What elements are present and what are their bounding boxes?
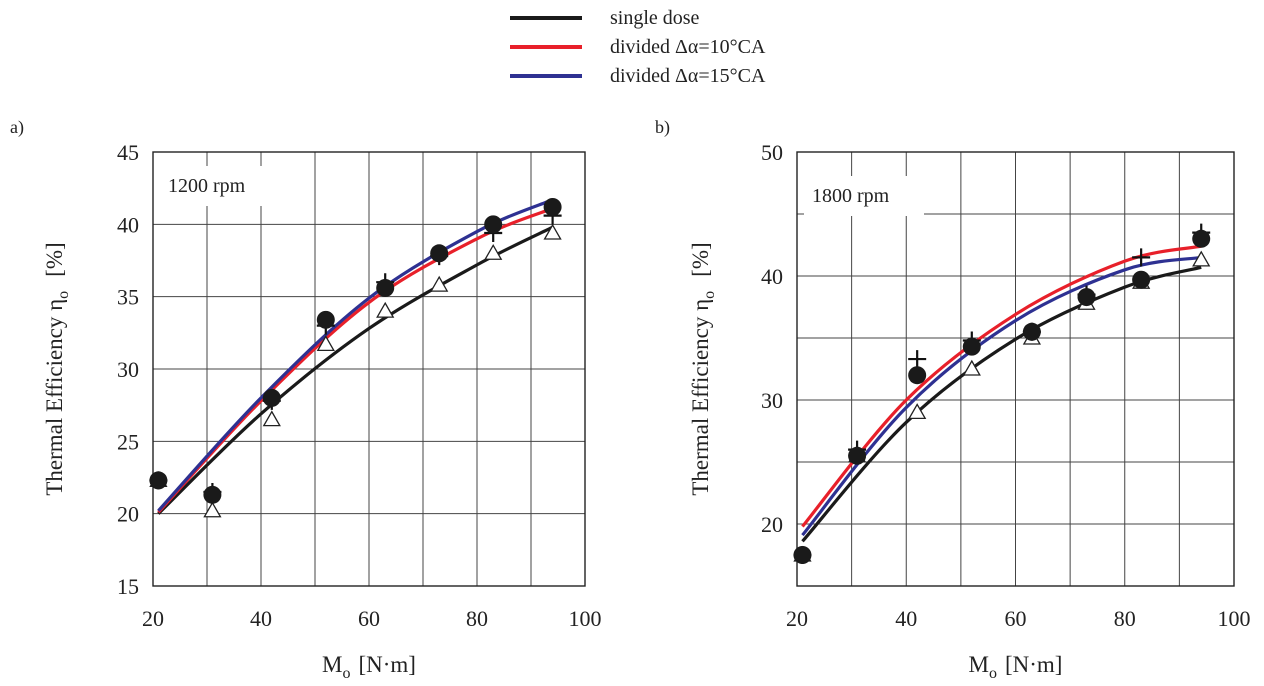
y-tick-label: 30	[117, 357, 139, 382]
x-axis-label-main: M	[322, 652, 342, 677]
grid	[796, 151, 1235, 587]
series-markers	[149, 206, 562, 501]
series-fit-line	[801, 265, 1202, 543]
annotation-text: 1800 rpm	[812, 185, 890, 207]
y-axis-label-main: Thermal Efficiency η	[688, 299, 713, 496]
legend-entry: divided Δα=10°CA	[510, 36, 766, 58]
data-point-triangle	[1192, 250, 1211, 267]
data-point-plus	[1132, 248, 1151, 267]
y-tick-label: 35	[117, 285, 139, 310]
data-point-triangle	[203, 501, 222, 518]
x-axis-label-main: M	[969, 652, 989, 677]
y-tick-label: 15	[117, 574, 139, 599]
plot-frame	[796, 151, 1235, 587]
legend-entry: divided Δα=15°CA	[510, 65, 766, 87]
data-point-triangle	[484, 243, 503, 260]
x-tick-label: 20	[786, 606, 808, 631]
rpm-annotation: 1800 rpm	[804, 176, 924, 216]
data-point-triangle	[376, 301, 395, 318]
series-markers	[793, 229, 1211, 564]
legend: single dose divided Δα=10°CA divided Δα=15…	[510, 7, 766, 87]
data-point-circle	[316, 310, 335, 329]
annotation-background	[160, 166, 280, 206]
data-point-circle	[262, 388, 281, 407]
data-point-triangle	[262, 410, 281, 427]
legend-label: divided Δα=10°CA	[610, 36, 766, 58]
legend-entry: single dose	[510, 7, 700, 29]
y-tick-label: 20	[761, 512, 783, 537]
y-tick-label: 40	[761, 264, 783, 289]
series-fit-line	[801, 255, 1202, 537]
series-fit-line	[157, 225, 554, 515]
data-point-circle	[1192, 229, 1211, 248]
plot-frame	[152, 151, 586, 587]
data-point-triangle	[543, 223, 562, 240]
data-point-circle	[430, 244, 449, 263]
x-axis-label: Mo [N·m]	[969, 652, 1063, 682]
panel-label: b)	[655, 117, 670, 138]
data-point-circle	[793, 546, 812, 564]
x-axis-label-sub: o	[989, 665, 997, 682]
data-point-circle	[376, 278, 395, 297]
data-point-circle	[203, 485, 222, 504]
x-axis-label-unit: [N·m]	[358, 652, 415, 677]
annotation-text: 1200 rpm	[168, 175, 246, 197]
x-tick-label: 40	[895, 606, 917, 631]
x-axis-label: Mo [N·m]	[322, 652, 416, 682]
x-tick-label: 100	[1218, 606, 1251, 631]
grid	[152, 151, 586, 587]
series-markers	[149, 197, 562, 504]
data-point-plus	[908, 350, 927, 369]
data-point-circle	[1132, 270, 1151, 289]
x-tick-label: 60	[358, 606, 380, 631]
x-axis-label-unit: [N·m]	[1005, 652, 1062, 677]
data-point-circle	[908, 366, 927, 385]
rpm-annotation: 1200 rpm	[160, 166, 280, 206]
annotation-background	[804, 176, 924, 216]
y-tick-label: 25	[117, 429, 139, 454]
data-point-circle	[543, 197, 562, 216]
y-tick-label: 40	[117, 212, 139, 237]
y-axis-label: Thermal Efficiency ηo [%]	[688, 242, 718, 495]
y-tick-label: 50	[761, 140, 783, 165]
series-markers	[793, 250, 1211, 562]
x-tick-label: 100	[569, 606, 602, 631]
y-tick-label: 20	[117, 502, 139, 527]
legend-label: divided Δα=15°CA	[610, 65, 766, 87]
y-axis-label-sub: o	[55, 291, 72, 299]
x-tick-label: 40	[250, 606, 272, 631]
data-point-circle	[962, 337, 981, 356]
y-axis-label-unit: [%]	[42, 242, 67, 276]
data-point-circle	[149, 471, 168, 490]
data-point-circle	[484, 215, 503, 234]
data-point-triangle	[316, 335, 335, 352]
series-markers	[149, 223, 562, 518]
y-tick-label: 45	[117, 140, 139, 165]
x-tick-label: 80	[466, 606, 488, 631]
data-point-circle	[848, 446, 867, 465]
y-tick-label: 30	[761, 388, 783, 413]
y-axis-label-sub: o	[701, 291, 718, 299]
y-axis-label-unit: [%]	[688, 242, 713, 276]
y-axis-label: Thermal Efficiency ηo [%]	[42, 242, 72, 495]
x-tick-label: 60	[1005, 606, 1027, 631]
data-point-triangle	[430, 275, 449, 292]
y-axis-label-main: Thermal Efficiency η	[42, 299, 67, 496]
x-axis-label-sub: o	[342, 665, 350, 682]
legend-label: single dose	[610, 7, 700, 29]
data-point-circle	[1022, 322, 1041, 341]
chart-panel-b: b) 1800 rpm 20 40 60 80 100 20 30 40 50 Mo [N·m] Ther…	[655, 117, 1251, 682]
x-tick-label: 80	[1114, 606, 1136, 631]
x-tick-label: 20	[142, 606, 164, 631]
panel-label: a)	[10, 117, 24, 138]
data-point-triangle	[908, 403, 927, 420]
data-point-triangle	[962, 359, 981, 376]
data-point-circle	[1077, 288, 1096, 307]
